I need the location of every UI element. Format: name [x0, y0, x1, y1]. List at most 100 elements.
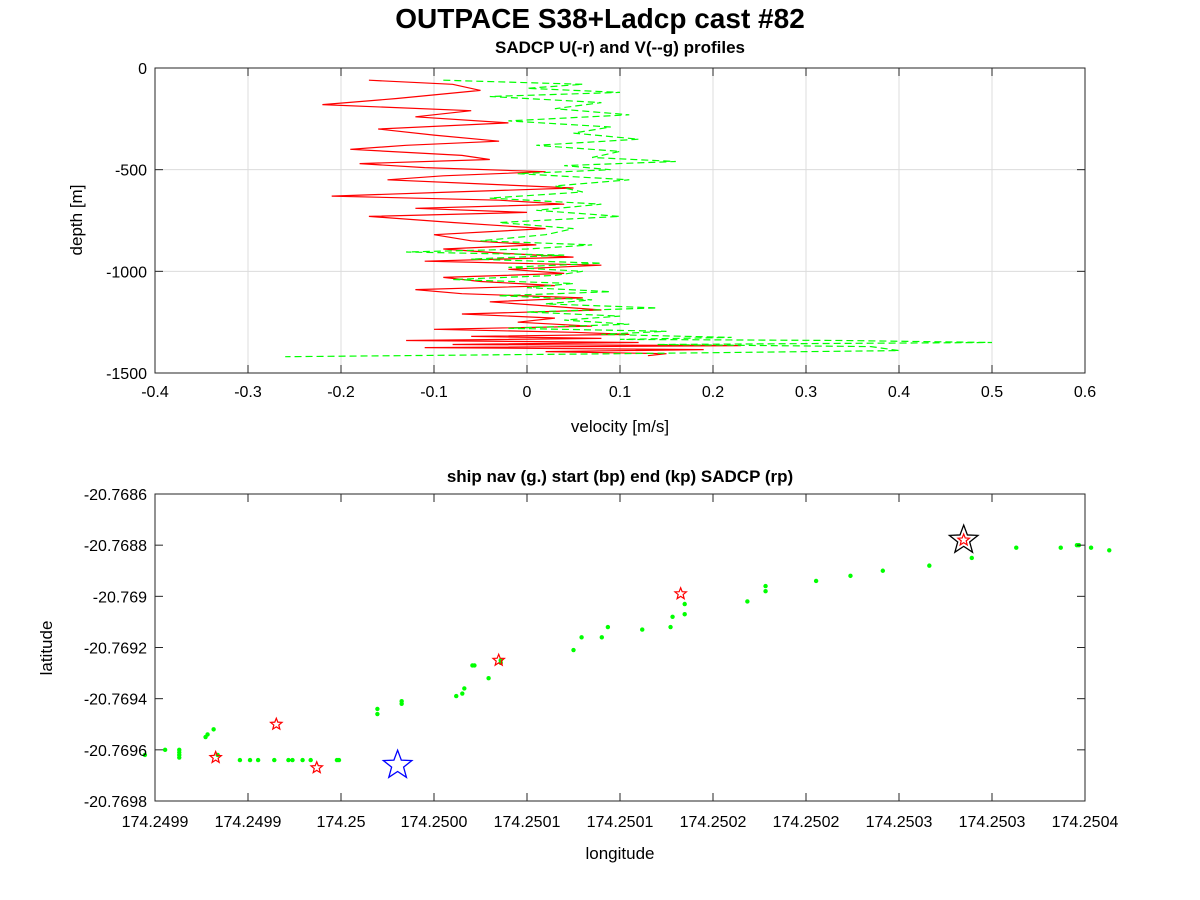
ship-nav-point — [460, 691, 465, 696]
sadcp-star-marker — [208, 749, 223, 764]
profile-x-tick-label: 0 — [523, 384, 532, 401]
sadcp-star-marker — [309, 760, 325, 774]
ship-nav-point — [668, 624, 673, 630]
ship-nav-point — [571, 647, 576, 653]
u-velocity-profile-line — [322, 79, 741, 357]
ship-nav-point — [605, 624, 611, 630]
ship-nav-point — [300, 757, 305, 763]
profile-x-axis-label: velocity [m/s] — [571, 417, 669, 436]
ship-nav-point — [247, 757, 253, 763]
ship-nav-point — [763, 589, 768, 594]
profile-x-tick-label: 0.2 — [702, 384, 724, 401]
nav-x-tick-label: 174.2502 — [680, 814, 747, 831]
profile-x-tick-label: 0.4 — [888, 384, 910, 401]
nav-x-tick-label: 174.2502 — [773, 814, 840, 831]
sadcp-star-marker — [673, 586, 688, 600]
nav-y-axis-label: latitude — [37, 621, 56, 676]
ship-nav-point — [237, 757, 243, 763]
nav-x-tick-label: 174.2501 — [587, 814, 654, 831]
start-star-marker — [381, 748, 414, 779]
end-star-marker — [947, 523, 980, 554]
nav-y-tick-label: -20.7692 — [84, 641, 147, 658]
ship-nav-point — [454, 693, 459, 699]
profile-x-tick-label: -0.1 — [420, 384, 448, 401]
ship-nav-point — [486, 676, 491, 681]
nav-x-tick-label: 174.2499 — [215, 814, 282, 831]
nav-marks — [142, 523, 1112, 779]
ship-nav-point — [682, 601, 687, 607]
nav-x-axis-label: longitude — [585, 844, 654, 863]
sadcp-star-marker — [956, 532, 971, 547]
figure-title: OUTPACE S38+Ladcp cast #82 — [395, 3, 805, 34]
ship-nav-point — [969, 555, 974, 561]
ship-nav-point — [205, 732, 210, 737]
profile-x-tick-label: 0.3 — [795, 384, 817, 401]
ship-nav-point — [211, 727, 216, 732]
ship-nav-point — [745, 599, 750, 604]
profile-x-tick-label: 0.1 — [609, 384, 631, 401]
nav-y-tick-label: -20.7686 — [84, 487, 147, 504]
nav-plot-frame — [154, 493, 1086, 802]
sadcp-star-marker — [269, 716, 284, 731]
ship-nav-point — [375, 706, 380, 712]
nav-x-tick-label: 174.2500 — [401, 814, 468, 831]
ship-nav-point — [399, 699, 404, 704]
ship-nav-point — [286, 757, 291, 763]
profile-x-tick-label: 0.5 — [981, 384, 1003, 401]
nav-y-tick-label: -20.7688 — [84, 538, 147, 555]
ship-nav-point — [579, 635, 584, 640]
ship-nav-point — [308, 757, 313, 763]
ship-nav-point — [813, 578, 819, 584]
nav-x-tick-label: 174.2499 — [122, 814, 189, 831]
profile-x-tick-label: -0.3 — [234, 384, 262, 401]
ship-nav-point — [272, 757, 277, 763]
ship-nav-point — [142, 752, 148, 758]
profile-axes: SADCP U(-r) and V(--g) profiles -0.4 -0.3… — [67, 38, 1096, 436]
profile-x-tick-label: -0.2 — [327, 384, 355, 401]
nav-x-tick-label: 174.2503 — [866, 814, 933, 831]
ship-nav-point — [1088, 545, 1094, 550]
nav-x-tick-label: 174.2503 — [959, 814, 1026, 831]
nav-x-tick-label: 174.2501 — [494, 814, 561, 831]
nav-y-tick-label: -20.7698 — [84, 794, 147, 811]
nav-x-tick-label: 174.25 — [317, 814, 366, 831]
ship-nav-point — [927, 563, 932, 568]
profile-axes-title: SADCP U(-r) and V(--g) profiles — [495, 38, 745, 57]
profile-x-tick-label: -0.4 — [141, 384, 169, 401]
nav-y-tick-label: -20.769 — [93, 589, 147, 606]
ship-nav-point — [670, 614, 675, 619]
nav-y-tick-label: -20.7696 — [84, 743, 147, 760]
nav-axes: ship nav (g.) start (bp) end (kp) SADCP … — [37, 467, 1118, 863]
profile-y-tick-label: -500 — [115, 163, 147, 180]
ship-nav-point — [1058, 545, 1063, 550]
ship-nav-point — [599, 635, 605, 640]
ship-nav-point — [336, 757, 342, 763]
profile-x-tick-label: 0.6 — [1074, 384, 1096, 401]
ship-nav-point — [682, 612, 687, 617]
ship-nav-point — [880, 568, 886, 573]
nav-y-tick-label: -20.7694 — [84, 692, 147, 709]
v-velocity-profile-line — [285, 79, 993, 358]
ship-nav-point — [1107, 548, 1112, 553]
profile-y-axis-label: depth [m] — [67, 185, 86, 256]
ship-nav-point — [848, 573, 853, 579]
sadcp-star-marker — [491, 652, 506, 667]
nav-axes-title: ship nav (g.) start (bp) end (kp) SADCP … — [447, 467, 793, 486]
profile-y-tick-label: -1500 — [106, 366, 147, 383]
ship-nav-point — [290, 757, 295, 763]
ship-nav-point — [763, 583, 768, 589]
ship-nav-point — [255, 757, 261, 763]
ship-nav-point — [177, 755, 182, 760]
ship-nav-point — [640, 627, 645, 632]
profile-lines — [285, 79, 993, 358]
ship-nav-point — [162, 747, 168, 753]
profile-y-tick-label: 0 — [138, 61, 147, 78]
nav-x-tick-label: 174.2504 — [1052, 814, 1119, 831]
profile-ticks: -0.4 -0.3 -0.2 -0.1 0 0.1 0.2 0.3 0.4 0.5 0.6 0 -500… — [106, 61, 1096, 401]
ship-nav-point — [375, 711, 380, 717]
profile-y-tick-label: -1000 — [106, 264, 147, 281]
nav-ticks: 174.2499 174.2499 174.25 174.2500 174.2501 17… — [84, 487, 1119, 831]
ship-nav-point — [462, 686, 467, 691]
ship-nav-point — [1014, 545, 1019, 550]
